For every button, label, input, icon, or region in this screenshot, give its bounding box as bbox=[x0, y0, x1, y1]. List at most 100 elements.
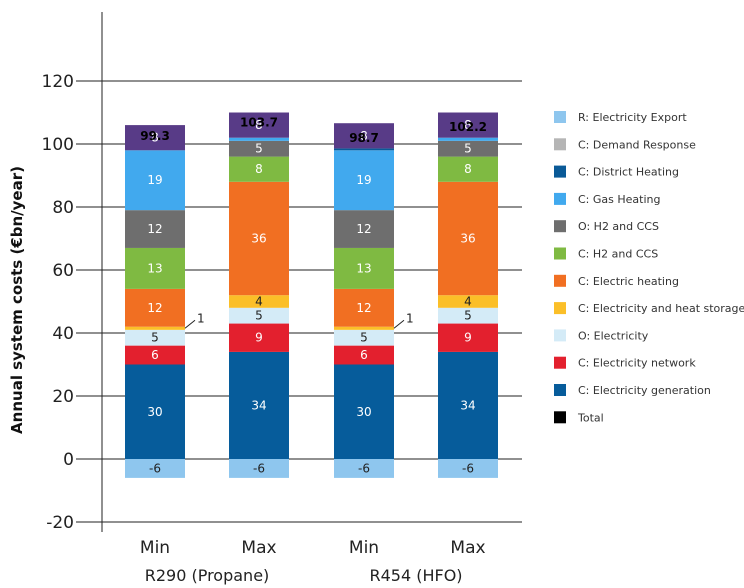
bar-segment bbox=[229, 137, 289, 141]
bar-segment bbox=[334, 148, 394, 151]
bar-segment bbox=[125, 326, 185, 330]
bar-segment bbox=[229, 156, 289, 182]
legend-swatch bbox=[554, 274, 566, 287]
bar-segment-electricity-export bbox=[334, 459, 394, 478]
legend-swatch bbox=[554, 329, 566, 342]
bar-segment bbox=[438, 112, 498, 138]
bar-segment bbox=[229, 140, 289, 157]
bar-segment bbox=[334, 150, 394, 211]
segment-label: 8 bbox=[255, 162, 263, 176]
callout-label: 1 bbox=[197, 311, 205, 325]
segment-label: -6 bbox=[253, 461, 265, 475]
x-category-label: Min bbox=[140, 538, 170, 558]
y-axis-ticks: -20 0 20 40 60 80 100 120 bbox=[42, 72, 74, 533]
segment-label: 30 bbox=[356, 405, 371, 419]
y-tick-label: 0 bbox=[63, 450, 74, 470]
segment-label: 5 bbox=[360, 331, 368, 345]
bars bbox=[125, 112, 498, 478]
segment-label: 12 bbox=[356, 222, 371, 236]
bar-segment bbox=[125, 288, 185, 327]
segment-label: 5 bbox=[464, 309, 472, 323]
bar-segment bbox=[334, 329, 394, 346]
segment-label: 12 bbox=[147, 301, 162, 315]
bar-segment bbox=[334, 345, 394, 365]
x-category-label: Max bbox=[450, 538, 485, 558]
y-axis-label: Annual system costs (€bn/year) bbox=[8, 166, 26, 434]
y-tick-label: 100 bbox=[42, 135, 74, 155]
legend-swatch bbox=[554, 192, 566, 205]
segment-label: -6 bbox=[358, 461, 370, 475]
legend-swatch bbox=[554, 384, 566, 396]
legend-label: O: H2 and CCS bbox=[578, 220, 659, 233]
bar-segment bbox=[334, 288, 394, 327]
segment-label: 9 bbox=[464, 331, 472, 345]
legend-label: C: Demand Response bbox=[578, 138, 696, 151]
segment-label: 8 bbox=[255, 118, 263, 132]
bar-segment bbox=[229, 295, 289, 308]
y-tick-label: 40 bbox=[52, 324, 74, 344]
bar-segment bbox=[438, 323, 498, 352]
segment-label: 34 bbox=[460, 398, 475, 412]
y-tick-label: 20 bbox=[52, 387, 74, 407]
segment-label: 12 bbox=[147, 222, 162, 236]
bar-segment bbox=[125, 125, 185, 151]
segment-label: 19 bbox=[147, 173, 162, 187]
bar-segment bbox=[125, 329, 185, 346]
segment-label: -6 bbox=[149, 461, 161, 475]
segment-label: 36 bbox=[460, 232, 475, 246]
total-label: 103.7 bbox=[240, 115, 278, 129]
y-tick-label: -20 bbox=[46, 513, 74, 533]
bar-segment-electricity-export bbox=[438, 459, 498, 478]
bar-segment bbox=[438, 181, 498, 296]
legend-swatch bbox=[554, 247, 566, 260]
legend-label: C: Electricity network bbox=[578, 357, 696, 370]
segment-label: 5 bbox=[464, 142, 472, 156]
legend-swatch bbox=[554, 138, 566, 151]
legend-swatch bbox=[554, 220, 566, 233]
total-label: 102.2 bbox=[449, 120, 487, 134]
bar-labels: -6306512131219899.3-63495436858103.7-630… bbox=[140, 115, 487, 475]
segment-label: 6 bbox=[151, 348, 159, 362]
segment-label: 8 bbox=[464, 162, 472, 176]
bar-segment bbox=[438, 295, 498, 308]
callout-label: 1 bbox=[406, 311, 414, 325]
segment-label: 8 bbox=[360, 129, 368, 143]
segment-label: 8 bbox=[464, 118, 472, 132]
bar-segment bbox=[229, 181, 289, 296]
legend-label: C: Gas Heating bbox=[578, 193, 660, 206]
bar-segment bbox=[334, 123, 394, 149]
callout-line bbox=[393, 319, 405, 329]
bar-segment bbox=[438, 351, 498, 459]
legend-swatch bbox=[554, 165, 566, 178]
y-tick-label: 80 bbox=[52, 198, 74, 218]
bar-segment bbox=[125, 247, 185, 289]
segment-label: 34 bbox=[251, 398, 266, 412]
segment-label: 4 bbox=[464, 295, 472, 309]
bar-segment bbox=[438, 137, 498, 141]
bar-segment bbox=[438, 156, 498, 182]
bar-segment bbox=[334, 247, 394, 289]
x-group-label: R454 (HFO) bbox=[369, 566, 462, 585]
bar-segment bbox=[229, 307, 289, 324]
callout-line bbox=[184, 319, 196, 329]
x-category-label: Min bbox=[349, 538, 379, 558]
segment-label: 5 bbox=[255, 309, 263, 323]
bar-segment bbox=[438, 140, 498, 157]
segment-label: 12 bbox=[356, 301, 371, 315]
segment-label: 13 bbox=[147, 261, 162, 275]
bar-segment bbox=[125, 150, 185, 211]
segment-label: 4 bbox=[255, 295, 263, 309]
segment-label: 9 bbox=[255, 331, 263, 345]
legend-label: C: Electricity generation bbox=[578, 384, 711, 397]
legend-swatch bbox=[554, 111, 566, 123]
x-group-label: R290 (Propane) bbox=[145, 566, 270, 585]
x-category-label: Max bbox=[241, 538, 276, 558]
bar-segment bbox=[229, 112, 289, 138]
bar-segment bbox=[125, 364, 185, 459]
bar-segment bbox=[334, 210, 394, 248]
segment-label: 8 bbox=[151, 131, 159, 145]
y-tick-label: 120 bbox=[42, 72, 74, 92]
bar-segment bbox=[125, 210, 185, 248]
total-label: 99.3 bbox=[140, 129, 170, 143]
bar-segment bbox=[125, 345, 185, 365]
